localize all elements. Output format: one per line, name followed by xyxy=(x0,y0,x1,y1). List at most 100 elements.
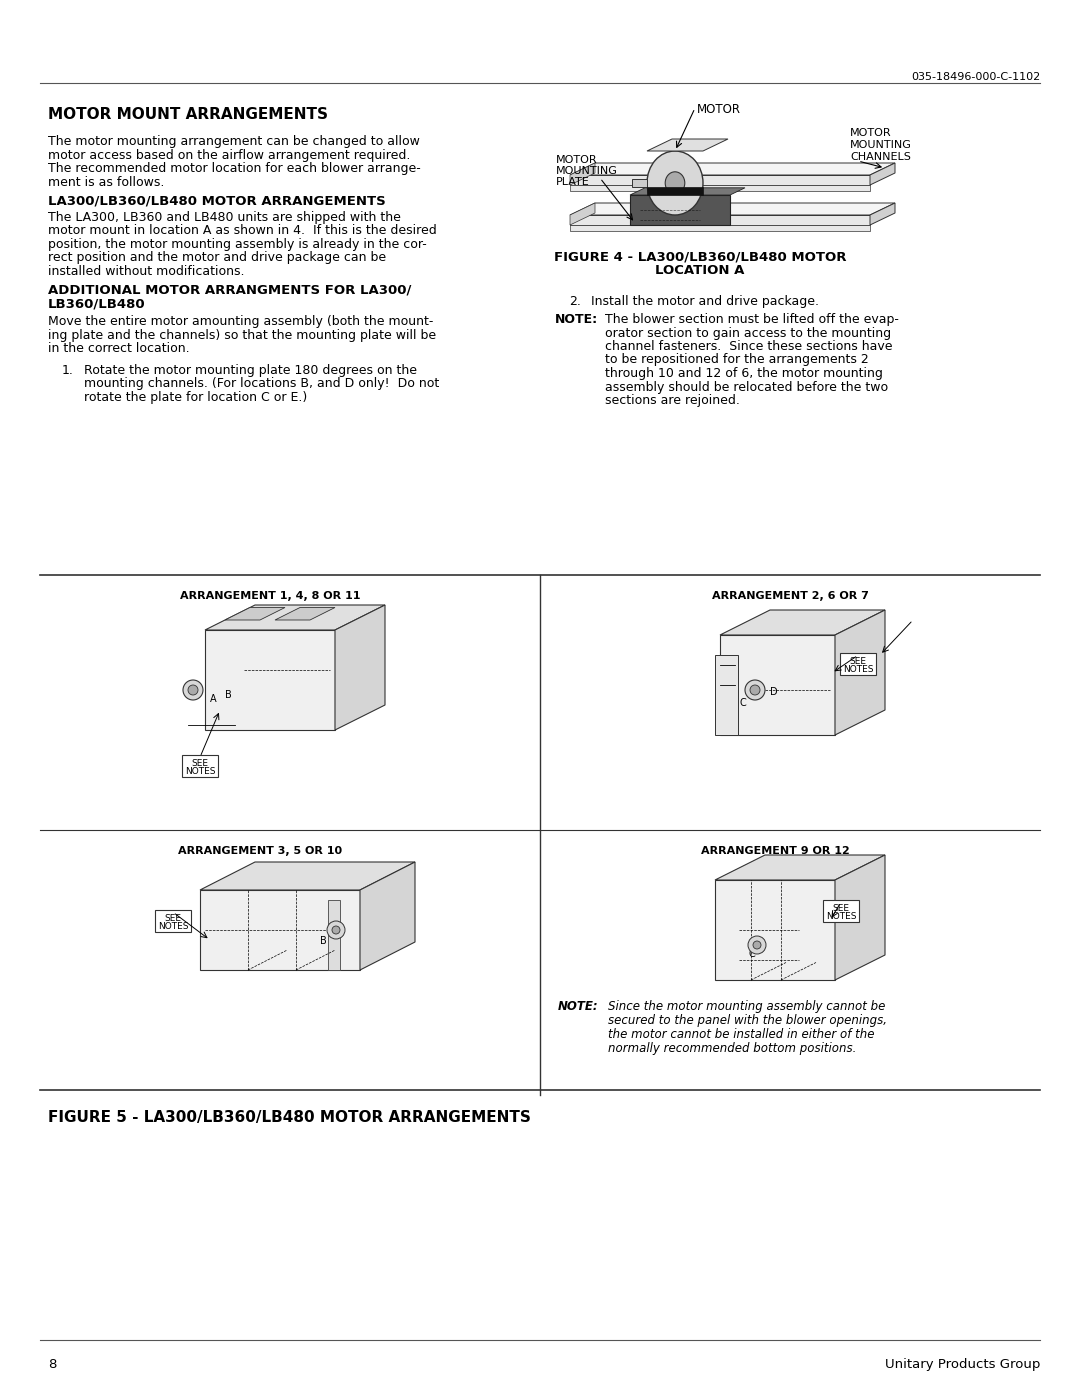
Text: SEE: SEE xyxy=(191,760,208,768)
Text: B: B xyxy=(225,690,232,700)
Polygon shape xyxy=(200,862,415,890)
Text: ARRANGEMENT 2, 6 OR 7: ARRANGEMENT 2, 6 OR 7 xyxy=(712,591,868,601)
Text: Install the motor and drive package.: Install the motor and drive package. xyxy=(591,295,819,307)
Text: The motor mounting arrangement can be changed to allow: The motor mounting arrangement can be ch… xyxy=(48,136,420,148)
Text: SEE: SEE xyxy=(850,658,866,666)
Polygon shape xyxy=(335,605,384,731)
Text: NOTE:: NOTE: xyxy=(555,313,598,326)
Text: CHANNELS: CHANNELS xyxy=(850,152,910,162)
Text: FIGURE 5 - LA300/LB360/LB480 MOTOR ARRANGEMENTS: FIGURE 5 - LA300/LB360/LB480 MOTOR ARRAN… xyxy=(48,1111,531,1125)
Text: Unitary Products Group: Unitary Products Group xyxy=(885,1358,1040,1370)
Text: Rotate the motor mounting plate 180 degrees on the: Rotate the motor mounting plate 180 degr… xyxy=(84,365,417,377)
Text: The recommended motor location for each blower arrange-: The recommended motor location for each … xyxy=(48,162,421,175)
Polygon shape xyxy=(570,215,870,225)
Text: through 10 and 12 of 6, the motor mounting: through 10 and 12 of 6, the motor mounti… xyxy=(605,367,882,380)
Text: motor access based on the airflow arrangement required.: motor access based on the airflow arrang… xyxy=(48,148,410,162)
Polygon shape xyxy=(225,608,285,620)
Text: D: D xyxy=(770,687,778,697)
FancyBboxPatch shape xyxy=(840,652,876,675)
Polygon shape xyxy=(715,855,885,880)
FancyBboxPatch shape xyxy=(156,909,191,932)
Polygon shape xyxy=(570,225,870,231)
Text: 035-18496-000-C-1102: 035-18496-000-C-1102 xyxy=(910,73,1040,82)
Text: Since the motor mounting assembly cannot be: Since the motor mounting assembly cannot… xyxy=(608,1000,886,1013)
Polygon shape xyxy=(205,605,384,630)
Polygon shape xyxy=(715,880,835,981)
Text: sections are rejoined.: sections are rejoined. xyxy=(605,394,740,407)
Text: in the correct location.: in the correct location. xyxy=(48,342,190,355)
Polygon shape xyxy=(570,203,895,215)
Text: NOTE:: NOTE: xyxy=(558,1000,598,1013)
Text: normally recommended bottom positions.: normally recommended bottom positions. xyxy=(608,1042,856,1055)
Text: A: A xyxy=(210,694,217,704)
Text: C: C xyxy=(740,698,746,708)
Text: assembly should be relocated before the two: assembly should be relocated before the … xyxy=(605,380,888,394)
Text: The blower section must be lifted off the evap-: The blower section must be lifted off th… xyxy=(605,313,899,326)
Polygon shape xyxy=(630,196,730,225)
Polygon shape xyxy=(630,187,745,196)
Ellipse shape xyxy=(665,172,685,194)
Polygon shape xyxy=(632,179,647,187)
Text: SEE: SEE xyxy=(164,914,181,923)
Text: C: C xyxy=(748,949,755,958)
Polygon shape xyxy=(570,203,595,225)
Circle shape xyxy=(745,680,765,700)
Text: rotate the plate for location C or E.): rotate the plate for location C or E.) xyxy=(84,391,307,404)
Polygon shape xyxy=(720,636,835,735)
Polygon shape xyxy=(570,184,870,191)
Text: MOUNTING: MOUNTING xyxy=(850,140,912,149)
Text: PLATE: PLATE xyxy=(556,177,590,187)
Text: ARRANGEMENT 1, 4, 8 OR 11: ARRANGEMENT 1, 4, 8 OR 11 xyxy=(179,591,361,601)
Text: the motor cannot be installed in either of the: the motor cannot be installed in either … xyxy=(608,1028,875,1041)
Text: SEE: SEE xyxy=(833,904,850,914)
Text: NOTES: NOTES xyxy=(826,912,856,921)
Circle shape xyxy=(753,942,761,949)
Polygon shape xyxy=(360,862,415,970)
Polygon shape xyxy=(205,630,335,731)
Text: MOUNTING: MOUNTING xyxy=(556,166,618,176)
Text: FIGURE 4 - LA300/LB360/LB480 MOTOR: FIGURE 4 - LA300/LB360/LB480 MOTOR xyxy=(554,250,847,263)
Text: ment is as follows.: ment is as follows. xyxy=(48,176,164,189)
Polygon shape xyxy=(870,203,895,225)
Text: Move the entire motor amounting assembly (both the mount-: Move the entire motor amounting assembly… xyxy=(48,316,433,328)
Circle shape xyxy=(748,936,766,954)
Circle shape xyxy=(750,685,760,694)
Text: orator section to gain access to the mounting: orator section to gain access to the mou… xyxy=(605,327,891,339)
Text: secured to the panel with the blower openings,: secured to the panel with the blower ope… xyxy=(608,1014,887,1027)
Polygon shape xyxy=(328,900,340,970)
Polygon shape xyxy=(720,610,885,636)
Text: 2.: 2. xyxy=(569,295,581,307)
Text: LA300/LB360/LB480 MOTOR ARRANGEMENTS: LA300/LB360/LB480 MOTOR ARRANGEMENTS xyxy=(48,194,386,207)
Text: NOTES: NOTES xyxy=(158,922,188,930)
Text: B: B xyxy=(320,936,327,946)
FancyBboxPatch shape xyxy=(823,900,859,922)
Text: LB360/LB480: LB360/LB480 xyxy=(48,298,146,310)
Polygon shape xyxy=(647,138,728,151)
Text: motor mount in location A as shown in 4.  If this is the desired: motor mount in location A as shown in 4.… xyxy=(48,225,436,237)
Circle shape xyxy=(327,921,345,939)
Text: to be repositioned for the arrangements 2: to be repositioned for the arrangements … xyxy=(605,353,868,366)
Text: The LA300, LB360 and LB480 units are shipped with the: The LA300, LB360 and LB480 units are shi… xyxy=(48,211,401,224)
Polygon shape xyxy=(570,163,595,184)
Text: mounting channels. (For locations B, and D only!  Do not: mounting channels. (For locations B, and… xyxy=(84,377,440,391)
Text: ARRANGEMENT 3, 5 OR 10: ARRANGEMENT 3, 5 OR 10 xyxy=(178,847,342,856)
Text: MOTOR: MOTOR xyxy=(697,103,741,116)
Text: installed without modifications.: installed without modifications. xyxy=(48,265,244,278)
Circle shape xyxy=(188,685,198,694)
Text: MOTOR: MOTOR xyxy=(556,155,597,165)
Text: ARRANGEMENT 9 OR 12: ARRANGEMENT 9 OR 12 xyxy=(701,847,849,856)
Text: ADDITIONAL MOTOR ARRANGMENTS FOR LA300/: ADDITIONAL MOTOR ARRANGMENTS FOR LA300/ xyxy=(48,284,411,296)
Text: LOCATION A: LOCATION A xyxy=(656,264,745,277)
Circle shape xyxy=(332,926,340,935)
Polygon shape xyxy=(870,163,895,184)
Polygon shape xyxy=(647,187,703,196)
Text: ing plate and the channels) so that the mounting plate will be: ing plate and the channels) so that the … xyxy=(48,330,436,342)
Polygon shape xyxy=(275,608,335,620)
Circle shape xyxy=(183,680,203,700)
Text: MOTOR: MOTOR xyxy=(850,129,892,138)
Text: channel fasteners.  Since these sections have: channel fasteners. Since these sections … xyxy=(605,339,892,353)
Text: rect position and the motor and drive package can be: rect position and the motor and drive pa… xyxy=(48,251,387,264)
Text: NOTES: NOTES xyxy=(185,767,215,775)
Polygon shape xyxy=(715,655,738,735)
Polygon shape xyxy=(835,855,885,981)
